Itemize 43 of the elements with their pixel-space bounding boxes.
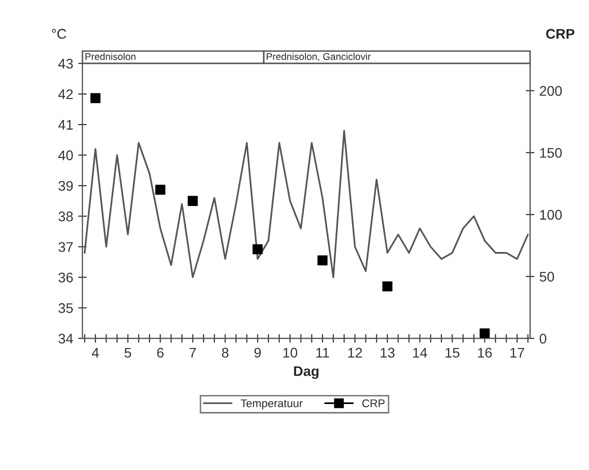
y-tick-label: 37 xyxy=(58,242,73,252)
x-tick-label: 8 xyxy=(222,348,228,358)
y2-tick-label: 200 xyxy=(540,86,562,96)
point xyxy=(480,328,490,338)
y-tick-label: 42 xyxy=(58,89,73,100)
legend-label: Temperatuur xyxy=(240,399,303,410)
x-tick-label: 15 xyxy=(446,348,460,358)
y-tick-label: 40 xyxy=(58,150,73,160)
y-tick-label: 36 xyxy=(58,272,73,282)
text: Prednisolon, Ganciclovir xyxy=(266,52,371,62)
y-tick-label: 38 xyxy=(58,212,73,222)
y-tick-label: 41 xyxy=(58,120,73,130)
legend-label: CRP xyxy=(362,399,385,408)
x-tick-label: 17 xyxy=(510,348,524,358)
y-tick-label: 39 xyxy=(58,180,73,191)
point xyxy=(317,255,328,266)
x-tick-label: 4 xyxy=(92,348,99,358)
point xyxy=(188,196,198,206)
y2-tick-label: 100 xyxy=(540,210,562,220)
y2-tick-label: 150 xyxy=(540,148,562,158)
x-axis-title: Dag xyxy=(294,366,318,379)
y-tick-label: 43 xyxy=(58,58,73,69)
y-tick-label: 34 xyxy=(58,334,74,344)
point xyxy=(155,184,166,195)
x-tick-label: 10 xyxy=(283,348,298,358)
x-tick-label: 7 xyxy=(190,348,196,358)
point xyxy=(382,281,392,292)
y2-axis-title: CRP xyxy=(546,28,574,39)
x-tick-label: 11 xyxy=(316,348,330,358)
x-tick-label: 16 xyxy=(478,348,492,358)
point xyxy=(252,244,263,254)
y-axis-title: °C xyxy=(52,28,66,39)
x-tick-label: 6 xyxy=(157,348,164,358)
y2-tick-label: 50 xyxy=(540,272,554,282)
text: Prednisolon xyxy=(85,52,136,60)
x-tick-label: 12 xyxy=(348,348,362,358)
x-tick-label: 13 xyxy=(380,348,394,358)
point xyxy=(90,93,100,104)
x-tick-label: 14 xyxy=(413,348,428,358)
y-tick-label: 35 xyxy=(58,303,73,314)
y2-tick-label: 0 xyxy=(540,334,546,344)
x-tick-label: 5 xyxy=(124,348,132,358)
x-tick-label: 9 xyxy=(254,348,261,358)
